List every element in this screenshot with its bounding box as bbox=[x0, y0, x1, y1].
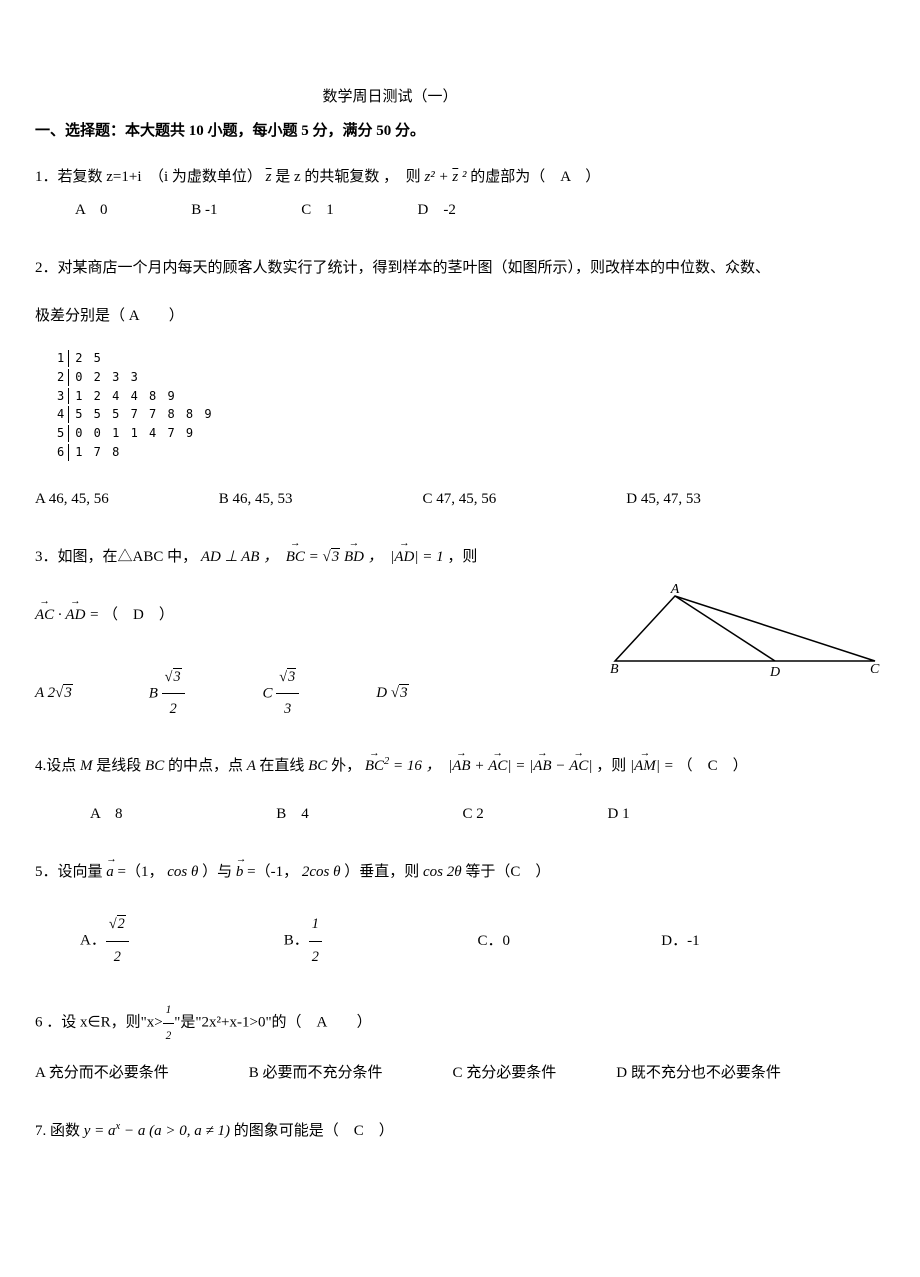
q4-f: ，则 bbox=[596, 758, 626, 774]
svg-text:C: C bbox=[870, 662, 880, 677]
stem-leaf-plot: 12 520 2 3 331 2 4 4 8 945 5 5 7 7 8 8 9… bbox=[55, 348, 216, 463]
q2-optD: D 45, 47, 53 bbox=[626, 483, 701, 516]
q3-optD: D 3 bbox=[376, 677, 408, 710]
q7-a: 7. 函数 bbox=[35, 1123, 80, 1139]
q5-optA: A．22 bbox=[80, 909, 280, 973]
q5-c: ）与 bbox=[202, 864, 232, 880]
q1-optB: B -1 bbox=[191, 194, 217, 227]
question-7: 7. 函数 y = ax − a (a > 0, a ≠ 1) 的图象可能是（ … bbox=[35, 1115, 885, 1148]
q2-text: 2．对某商店一个月内每天的顾客人数实行了统计，得到样本的茎叶图（如图所示），则改… bbox=[35, 252, 885, 285]
q1-zbar: z bbox=[266, 169, 272, 185]
q6-optD: D 既不充分也不必要条件 bbox=[616, 1057, 781, 1090]
q5-f: 等于（C ） bbox=[465, 864, 550, 880]
q4-g: （ C ） bbox=[678, 758, 748, 774]
q6-optA: A 充分而不必要条件 bbox=[35, 1057, 245, 1090]
q7-func: y = ax − a (a > 0, a ≠ 1) bbox=[84, 1123, 234, 1139]
q1-text-a: 1．若复数 z=1+i （i 为虚数单位） bbox=[35, 169, 262, 185]
q2-optA: A 46, 45, 56 bbox=[35, 483, 215, 516]
q2-optC: C 47, 45, 56 bbox=[423, 483, 623, 516]
q6-a: 6 ．设 x∈R，则"x> bbox=[35, 1015, 163, 1031]
q1-optC: C 1 bbox=[301, 194, 334, 227]
page-title: 数学周日测试（一） bbox=[0, 85, 885, 109]
svg-text:B: B bbox=[610, 662, 619, 677]
q1-text-c: 的虚部为（ A ） bbox=[470, 169, 600, 185]
q3-optC: C 33 bbox=[263, 662, 373, 726]
q1-expr: z² + z ² bbox=[424, 169, 470, 185]
q5-cos1: cos θ bbox=[167, 864, 202, 880]
q5-optB: B．12 bbox=[284, 909, 474, 973]
section-header: 一、选择题：本大题共 10 小题，每小题 5 分，满分 50 分。 bbox=[35, 119, 885, 143]
question-6: 6 ．设 x∈R，则"x>12"是"2x²+x-1>0"的（ A ） A 充分而… bbox=[35, 998, 885, 1090]
q4-optC: C 2 bbox=[463, 798, 484, 831]
q3-text-a: 3．如图，在△ABC 中， bbox=[35, 549, 197, 565]
q4-e: 外， bbox=[331, 758, 361, 774]
svg-text:D: D bbox=[769, 665, 780, 680]
q5-d: =（-1， bbox=[247, 864, 298, 880]
q5-a: 5．设向量 bbox=[35, 864, 103, 880]
q6-b: "是"2x²+x-1>0"的（ A ） bbox=[174, 1015, 371, 1031]
q4-optD: D 1 bbox=[608, 798, 630, 831]
q2-optB: B 46, 45, 53 bbox=[219, 483, 419, 516]
q5-optC: C．0 bbox=[478, 925, 658, 958]
q4-A: A bbox=[247, 758, 260, 774]
q5-e: ）垂直，则 bbox=[344, 864, 419, 880]
q5-optD: D．-1 bbox=[661, 925, 699, 958]
q3-cond1: AD ⊥ AB ， BC = 3 BD ， |AD| = 1 bbox=[201, 549, 448, 565]
q5-b: =（1， bbox=[118, 864, 164, 880]
svg-text:A: A bbox=[670, 582, 680, 597]
q6-optC: C 充分必要条件 bbox=[453, 1057, 613, 1090]
q4-BC1: BC bbox=[145, 758, 168, 774]
q4-optA: A 8 bbox=[90, 798, 123, 831]
q2-text2: 极差分别是（ A ） bbox=[35, 300, 885, 333]
q3-answer: （ D ） bbox=[103, 607, 174, 623]
q6-optB: B 必要而不充分条件 bbox=[249, 1057, 449, 1090]
triangle-diagram: A B C D bbox=[605, 581, 885, 681]
q4-b: 是线段 bbox=[96, 758, 141, 774]
question-1: 1．若复数 z=1+i （i 为虚数单位） z 是 z 的共轭复数 ， 则 z²… bbox=[35, 161, 885, 227]
q4-d: 在直线 bbox=[259, 758, 304, 774]
q4-AM: |AM| = bbox=[630, 758, 678, 774]
q6-half: 12 bbox=[163, 998, 175, 1049]
q4-eq1: BC2 = 16 ， |AB + AC| = |AB − AC| bbox=[365, 758, 596, 774]
q4-a: 4.设点 bbox=[35, 758, 76, 774]
q5-veca: a bbox=[106, 856, 114, 889]
q7-b: 的图象可能是（ C ） bbox=[234, 1123, 394, 1139]
q5-cos2: 2cos θ bbox=[302, 864, 344, 880]
question-3: 3．如图，在△ABC 中， AD ⊥ AB ， BC = 3 BD ， |AD|… bbox=[35, 541, 885, 726]
q1-text-b: 是 z 的共轭复数 ， 则 bbox=[275, 169, 420, 185]
q4-optB: B 4 bbox=[276, 798, 309, 831]
q5-cos2t: cos 2θ bbox=[423, 864, 465, 880]
q3-expr: AC · AD = bbox=[35, 607, 103, 623]
q1-optD: D -2 bbox=[418, 194, 456, 227]
q3-text-b: ，则 bbox=[447, 549, 477, 565]
q4-c: 的中点，点 bbox=[168, 758, 243, 774]
question-2: 2．对某商店一个月内每天的顾客人数实行了统计，得到样本的茎叶图（如图所示），则改… bbox=[35, 252, 885, 516]
q3-optB: B 32 bbox=[149, 662, 259, 726]
q4-M: M bbox=[80, 758, 96, 774]
question-5: 5．设向量 a =（1， cos θ ）与 b =（-1， 2cos θ ）垂直… bbox=[35, 856, 885, 973]
q4-BC2: BC bbox=[308, 758, 331, 774]
q3-optA: A 23 bbox=[35, 677, 145, 710]
q1-optA: A 0 bbox=[75, 194, 108, 227]
q5-vecb: b bbox=[236, 856, 244, 889]
question-4: 4.设点 M 是线段 BC 的中点，点 A 在直线 BC 外， BC2 = 16… bbox=[35, 750, 885, 831]
